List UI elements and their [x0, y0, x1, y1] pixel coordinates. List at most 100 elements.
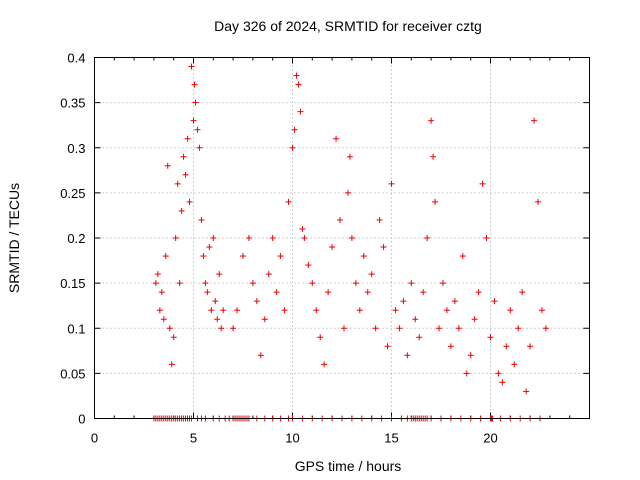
data-point	[340, 325, 347, 332]
data-point	[408, 280, 415, 287]
data-point	[234, 307, 241, 314]
y-axis-title: SRMTID / TECUs	[6, 183, 22, 293]
data-point	[190, 117, 197, 124]
data-point	[299, 225, 306, 232]
data-point	[352, 280, 359, 287]
data-point	[245, 235, 252, 241]
data-point	[200, 253, 207, 260]
data-point	[174, 180, 181, 187]
data-point	[313, 307, 320, 314]
data-point	[430, 153, 437, 160]
data-point	[527, 343, 534, 350]
data-point	[206, 244, 213, 251]
grid	[94, 57, 590, 419]
data-point	[356, 307, 363, 314]
data-point	[360, 253, 367, 260]
data-point	[204, 289, 211, 296]
data-point	[507, 307, 514, 314]
data-point	[152, 280, 159, 287]
data-point	[210, 235, 217, 241]
y-tick-label: 0.2	[67, 231, 85, 246]
data-point	[168, 361, 175, 368]
data-point	[297, 108, 304, 115]
data-point	[289, 144, 296, 151]
data-point	[295, 81, 302, 88]
data-point	[329, 244, 336, 251]
data-point	[265, 271, 272, 278]
data-point	[196, 144, 203, 151]
data-point	[475, 289, 482, 296]
data-point	[483, 235, 490, 241]
data-point	[305, 262, 312, 269]
data-point	[188, 63, 195, 70]
data-point	[285, 198, 292, 205]
data-point	[416, 334, 423, 341]
data-point	[220, 307, 227, 314]
y-tick-label: 0.4	[67, 51, 85, 66]
data-point	[184, 135, 191, 142]
data-point	[368, 271, 375, 278]
data-point	[388, 180, 395, 187]
data-point	[160, 316, 167, 323]
data-point	[519, 289, 526, 296]
data-point	[182, 171, 189, 178]
data-point	[471, 316, 478, 323]
data-point	[364, 289, 371, 296]
x-tick-label: 5	[190, 431, 197, 446]
data-point	[400, 298, 407, 305]
data-point	[176, 280, 183, 287]
y-tick-label: 0.25	[60, 186, 85, 201]
data-point	[178, 207, 185, 214]
x-tick-label: 0	[91, 431, 98, 446]
x-tick-label: 15	[384, 431, 398, 446]
data-point	[293, 72, 300, 79]
data-point	[344, 189, 351, 196]
data-point	[372, 325, 379, 332]
data-point	[412, 316, 419, 323]
data-point	[170, 334, 177, 341]
data-point	[240, 253, 246, 260]
data-point	[380, 244, 387, 251]
data-point	[432, 198, 439, 205]
data-point	[491, 298, 498, 305]
data-point	[218, 325, 225, 332]
data-point	[281, 307, 288, 314]
y-tick-label: 0.05	[60, 366, 85, 381]
data-point	[523, 388, 530, 395]
y-tick-label: 0.1	[67, 321, 85, 336]
x-tick-label: 20	[483, 431, 497, 446]
data-point	[384, 343, 391, 350]
data-point	[230, 325, 237, 332]
x-tick-label: 10	[285, 431, 299, 446]
data-point	[515, 325, 522, 332]
data-point	[277, 253, 284, 260]
plot-frame	[94, 57, 590, 419]
data-point	[321, 361, 328, 368]
data-point	[194, 126, 201, 133]
y-tick-label: 0.3	[67, 141, 85, 156]
data-point	[404, 352, 411, 359]
data-point	[186, 198, 193, 205]
data-point	[158, 289, 165, 296]
data-point	[535, 198, 542, 205]
data-point	[214, 316, 221, 323]
data-point	[156, 307, 163, 314]
data-point	[253, 298, 260, 305]
data-point	[424, 235, 431, 241]
data-point	[212, 298, 219, 305]
data-point	[420, 289, 427, 296]
data-point	[436, 325, 443, 332]
data-point	[463, 370, 470, 377]
data-point	[511, 361, 518, 368]
data-point	[542, 325, 549, 332]
data-points	[150, 63, 549, 422]
data-point	[301, 235, 308, 241]
data-point	[451, 298, 458, 305]
data-point	[257, 352, 264, 359]
data-point	[428, 117, 435, 124]
axis-ticks: 0 0.05 0.1 0.15 0.2 0.25 0.3 0.35 0.4 0 5 10 15 20	[60, 51, 590, 446]
data-point	[459, 253, 466, 260]
data-point	[317, 334, 324, 341]
data-point	[439, 280, 446, 287]
